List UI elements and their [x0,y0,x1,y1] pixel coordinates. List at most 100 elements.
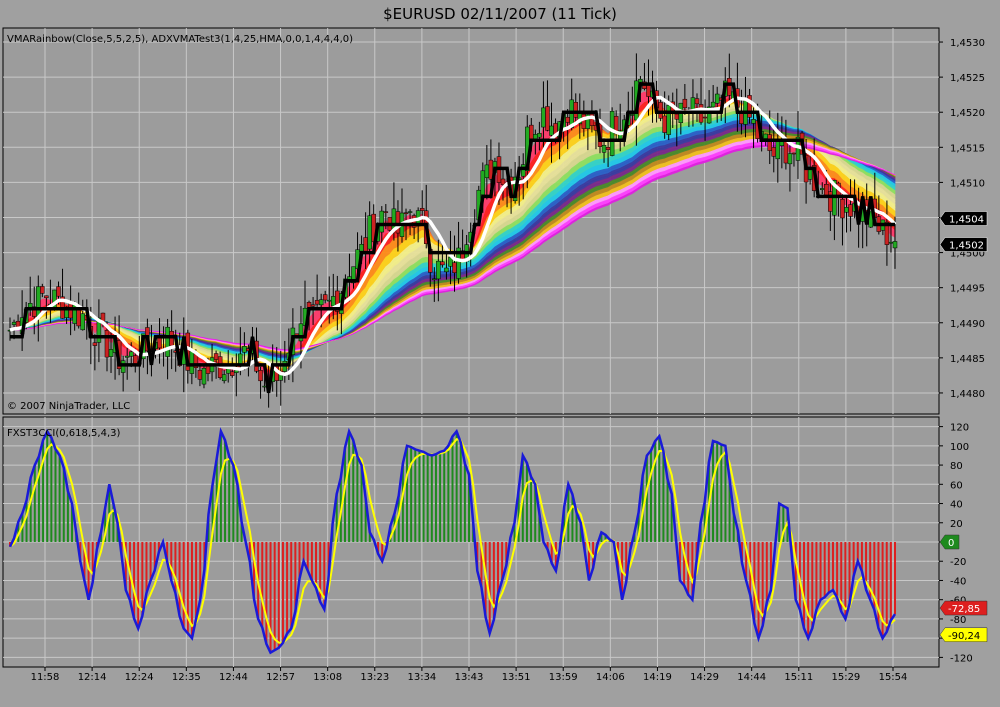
time-tick-label: 12:44 [219,672,248,683]
down-candle [791,152,797,155]
oscillator-grid [3,417,939,667]
down-candle [702,116,708,119]
price-tick-label: 1,4480 [950,389,985,400]
time-tick-label: 12:57 [266,672,295,683]
time-tick-label: 12:24 [125,672,154,683]
down-candle [213,353,219,360]
down-candle [40,286,45,294]
time-tick-label: 13:34 [407,672,436,683]
chart-title: $EURUSD 02/11/2007 (11 Tick) [383,5,617,23]
up-candle [763,133,768,139]
up-candle [367,215,372,250]
down-candle [419,208,425,211]
up-candle [351,266,356,284]
down-candle [783,141,789,164]
down-candle [565,116,570,123]
oscillator-tick-label: 100 [950,442,969,453]
down-candle [383,211,389,213]
oscillator-tick-label: 20 [950,519,963,530]
up-candle [714,93,720,104]
up-candle [128,351,134,357]
time-tick-label: 14:19 [643,672,672,683]
up-candle [444,267,449,273]
up-candle [638,78,643,83]
time-tick-label: 13:08 [313,672,342,683]
oscillator-indicator-label: FXST3CCI(0,618,5,4,3) [7,428,120,439]
down-candle [662,115,667,133]
oscillator-tick-label: -120 [950,653,973,664]
oscillator-tick-label: -20 [950,557,966,568]
up-candle [379,210,385,233]
oscillator-marker-label: -72,85 [948,604,980,615]
down-candle [230,371,235,376]
down-candle [694,98,700,105]
down-candle [322,294,328,301]
up-candle [359,244,364,253]
up-candle [541,107,546,128]
down-candle [605,147,611,150]
up-candle [710,101,716,108]
down-candle [157,337,162,349]
down-candle [310,304,316,307]
up-candle [238,353,243,365]
price-panel[interactable]: VMARainbow(Close,5,5,2,5), ADXVMATest3(1… [2,27,988,415]
oscillator-markers: 0 -72,85 -90,24 [939,534,988,643]
up-candle [666,104,671,135]
time-tick-label: 14:06 [596,672,625,683]
oscillator-axis: 120100806040200-20-40-60-80-100-120 [939,423,973,664]
up-candle [456,247,461,279]
up-candle [751,119,756,124]
down-candle [739,112,744,124]
price-marker-badge [939,237,988,252]
down-candle [500,178,506,185]
down-candle [581,114,587,129]
down-candle [197,369,203,380]
up-candle [318,299,324,306]
down-candle [771,147,777,157]
price-tick-label: 1,4500 [950,249,985,260]
price-tick-label: 1,4510 [950,178,985,189]
down-candle [727,78,732,96]
oscillator-marker-badge [939,534,960,550]
down-candle [828,191,833,212]
up-candle [96,317,102,343]
white-moving-average-line [9,95,897,377]
up-candle [820,188,825,191]
time-tick-label: 13:23 [360,672,389,683]
up-candle [630,114,635,116]
up-candle [892,241,898,249]
up-candle [436,260,441,280]
up-candle [221,374,227,382]
down-candle [258,370,263,382]
down-candle [658,102,663,119]
price-tick-label: 1,4520 [950,108,985,119]
down-candle [646,84,651,97]
down-candle [403,212,409,214]
time-tick-label: 15:29 [831,672,860,683]
up-candle [124,355,130,358]
down-candle [573,102,579,118]
up-candle [108,349,114,357]
price-markers: 1,4504 1,4502 [939,211,988,252]
oscillator-tick-label: -80 [950,615,966,626]
up-candle [407,211,413,213]
up-candle [480,170,486,196]
copyright-label: © 2007 NinjaTrader, LLC [7,401,130,412]
up-candle [520,164,526,177]
time-tick-label: 15:11 [784,672,813,683]
up-candle [326,299,332,302]
time-tick-label: 13:51 [502,672,531,683]
down-candle [56,286,61,297]
price-tick-label: 1,4495 [950,284,985,295]
up-candle [537,133,542,138]
oscillator-tick-label: 40 [950,500,963,511]
time-tick-label: 15:54 [879,672,908,683]
up-candle [298,323,304,342]
up-candle [888,241,894,244]
oscillator-panel[interactable]: FXST3CCI(0,618,5,4,3) 120 100 80 60 40 20 0 -20… [2,416,988,668]
price-tick-label: 1,4525 [950,73,985,84]
time-tick-label: 12:35 [172,672,201,683]
up-candle [601,144,607,153]
down-candle [884,221,890,245]
